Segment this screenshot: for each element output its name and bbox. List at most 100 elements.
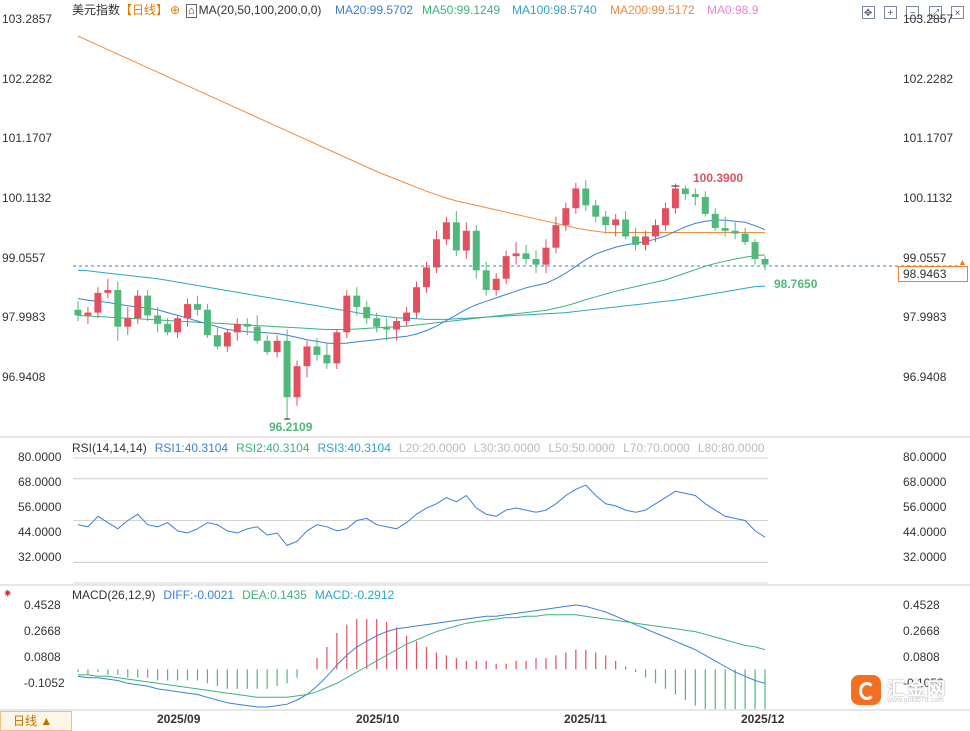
candle-body <box>393 321 401 330</box>
candle-body <box>353 295 361 307</box>
logo-url: www.gold678.com <box>887 697 944 704</box>
candle-body <box>323 354 331 364</box>
high-annotation: 100.3900 <box>693 171 744 185</box>
macd-axis-left-label: 0.0808 <box>24 650 61 664</box>
candle-body <box>74 309 82 316</box>
macd-header: MACD(26,12,9) DIFF:-0.0021 DEA:0.1435 MACD:… <box>72 588 402 602</box>
candle-body <box>273 340 281 353</box>
candle-body <box>403 312 411 322</box>
candle-body <box>134 295 142 319</box>
macd-settings-icon[interactable]: ✷ <box>3 588 13 600</box>
candle-body <box>174 318 182 333</box>
rsi3-value: RSI3:40.3104 <box>317 441 391 455</box>
candle-body <box>203 309 211 336</box>
price-axis-left-label: 101.1707 <box>2 131 53 146</box>
price-axis-left-label: 97.9983 <box>2 310 46 325</box>
macd-axis-right-label: -0.1052 <box>903 676 944 690</box>
rsi-axis-right-label: 56.0000 <box>903 500 947 514</box>
ma0-value: MA0:98.9 <box>707 3 759 17</box>
indicator-header: 美元指数 【日线】 ⊕ ⌂ MA(20,50,100,200,0,0) MA20:… <box>0 0 970 20</box>
price-axis-right-label: 101.1707 <box>903 131 954 146</box>
ma-params-text: MA(20,50,100,200,0,0) <box>198 3 322 17</box>
logo-icon <box>851 675 881 705</box>
period-selector-button[interactable]: 日线 ▲ <box>0 711 72 731</box>
chart-grid <box>0 265 970 711</box>
price-axis-left-label: 100.1132 <box>2 191 52 205</box>
rsi-axis-left-label: 68.0000 <box>18 475 62 489</box>
period-label[interactable]: 【日线】 <box>120 3 169 17</box>
move-icon[interactable]: ✥ <box>861 6 875 19</box>
macd-value: MACD:-0.2912 <box>314 588 395 602</box>
macd-panel <box>77 604 766 709</box>
low-annotation: 96.2109 <box>269 420 313 434</box>
candle-body <box>592 205 600 217</box>
settings-icon[interactable]: ⊕ <box>170 3 181 17</box>
candle-body <box>193 304 201 310</box>
candle-body <box>243 323 251 327</box>
rsi-axis-left-label: 56.0000 <box>18 500 62 514</box>
candle-body <box>363 306 371 319</box>
candle-body <box>233 323 241 333</box>
macd-axis-right-label: 0.0808 <box>903 650 940 664</box>
price-axis-left-label: 99.0557 <box>2 250 46 265</box>
zoom-in-icon[interactable]: + <box>883 6 897 19</box>
rsi-params[interactable]: RSI(14,14,14) <box>72 441 147 455</box>
rsi-axis-left-label: 32.0000 <box>18 550 62 564</box>
watermark-logo: 汇金网 www.gold678.com <box>851 673 961 709</box>
x-label-dec: 2025/12 <box>741 712 785 726</box>
candle-body <box>632 236 640 245</box>
candle-body <box>602 216 610 226</box>
candle-body <box>721 227 729 231</box>
ma50-line <box>77 254 766 330</box>
price-axis-left-label: 96.9408 <box>2 370 46 384</box>
logo-name: 汇金网 <box>887 679 947 699</box>
candle-body <box>622 219 630 237</box>
candle-body <box>532 258 540 265</box>
candle-body <box>303 346 311 367</box>
close-icon[interactable]: × <box>951 6 964 19</box>
candle-body <box>502 256 510 279</box>
price-axis-right-label: 100.1132 <box>903 191 953 205</box>
l50-value: L50:50.0000 <box>548 441 616 455</box>
rsi-line <box>77 484 766 547</box>
candle-body <box>442 222 450 240</box>
diff-value: DIFF:-0.0021 <box>163 588 235 602</box>
candle-body <box>383 326 391 330</box>
macd-axis-right-label: 0.4528 <box>903 598 940 612</box>
fullscreen-icon[interactable]: ⤢ <box>928 6 942 19</box>
rsi1-value: RSI1:40.3104 <box>154 441 229 455</box>
candle-body <box>512 253 520 257</box>
candle-body <box>124 318 132 327</box>
chart-toolbar: ✥ + − ⤢ × <box>856 2 964 22</box>
rsi-axis-left-label: 44.0000 <box>18 525 62 539</box>
candle-body <box>691 194 699 197</box>
chart-icon: ⌂ <box>186 4 197 18</box>
macd-axis-left-label: -0.1052 <box>24 676 65 690</box>
candle-body <box>492 278 500 291</box>
rsi-axis-right-label: 32.0000 <box>903 550 947 564</box>
macd-params[interactable]: MACD(26,12,9) <box>72 588 156 602</box>
current-price-tag: 98.9463 <box>898 266 968 282</box>
candle-body <box>612 219 620 226</box>
candle-body <box>522 253 530 259</box>
l70-value: L70:70.0000 <box>623 441 690 455</box>
zoom-out-icon[interactable]: − <box>906 6 920 19</box>
ma-params[interactable]: ⌂ MA(20,50,100,200,0,0) <box>186 0 321 21</box>
candle-body <box>681 188 689 195</box>
rsi-axis-left-label: 80.0000 <box>18 450 62 464</box>
l30-value: L30:30.0000 <box>473 441 541 455</box>
rsi-axis-right-label: 68.0000 <box>903 475 947 489</box>
candle-body <box>761 258 769 265</box>
candle-body <box>223 332 231 347</box>
price-axis-left-label: 103.2857 <box>2 12 53 26</box>
candle-body <box>751 242 759 259</box>
candle-body <box>731 230 739 234</box>
macd-axis-left-label: 0.2668 <box>24 624 61 638</box>
x-label-nov: 2025/11 <box>564 712 607 726</box>
rsi-axis-right-label: 80.0000 <box>903 450 947 464</box>
candle-body <box>114 290 122 327</box>
price-axis-right-label: 97.9983 <box>903 310 947 325</box>
candle-body <box>482 270 490 291</box>
price-axis-right-label: 103.2857 <box>903 12 954 26</box>
